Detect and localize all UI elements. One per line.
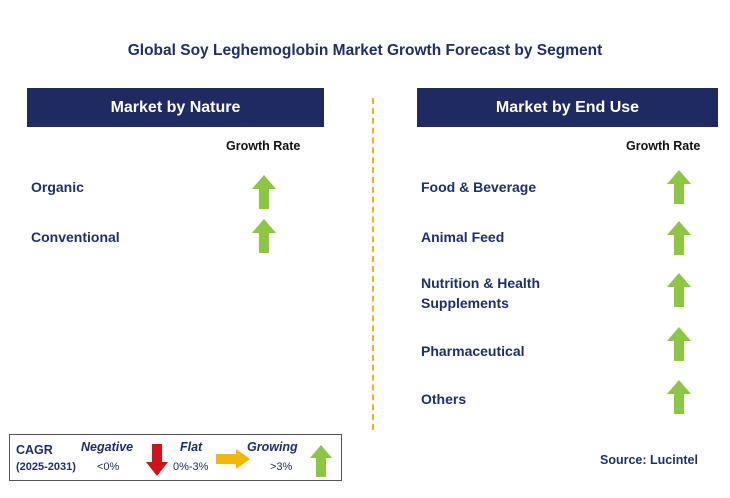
up-arrow-icon <box>667 327 691 361</box>
end-use-panel-header-label: Market by End Use <box>495 98 640 116</box>
end-use-row-pharmaceutical: Pharmaceutical <box>421 343 525 359</box>
legend-growing-label: Growing <box>247 440 298 454</box>
up-arrow-icon <box>310 445 332 477</box>
end-use-row-nutrition-health-line1: Nutrition & Health <box>421 275 540 291</box>
legend-negative-range: <0% <box>97 461 120 473</box>
source-note: Source: Lucintel <box>600 453 698 467</box>
legend-cagr-label: CAGR <box>16 443 53 457</box>
nature-growth-rate-label: Growth Rate <box>226 139 301 153</box>
end-use-row-others: Others <box>421 391 467 407</box>
down-arrow-icon <box>146 444 168 476</box>
up-arrow-icon <box>667 273 691 307</box>
end-use-row-food-beverage: Food & Beverage <box>421 179 537 195</box>
up-arrow-icon <box>667 221 691 255</box>
legend-growing-range: >3% <box>270 461 293 473</box>
nature-row-organic: Organic <box>31 179 84 195</box>
up-arrow-icon <box>252 219 276 253</box>
end-use-row-nutrition-health-line2: Supplements <box>421 295 509 311</box>
page-title: Global Soy Leghemoglobin Market Growth F… <box>127 42 603 59</box>
up-arrow-icon <box>667 380 691 414</box>
cagr-legend: CAGR (2025-2031) Negative <0% Flat 0%-3%… <box>9 434 342 481</box>
legend-flat-label: Flat <box>180 440 203 454</box>
nature-panel-header: Market by Nature <box>27 88 324 127</box>
up-arrow-icon <box>252 175 276 209</box>
legend-flat-range: 0%-3% <box>173 461 209 473</box>
up-arrow-icon <box>667 170 691 204</box>
legend-negative-label: Negative <box>81 440 134 454</box>
panel-divider <box>372 98 374 430</box>
end-use-row-nutrition-health: Nutrition & Health Supplements <box>421 273 540 313</box>
legend-period-label: (2025-2031) <box>16 461 76 473</box>
end-use-panel-header: Market by End Use <box>417 88 718 127</box>
right-arrow-icon <box>216 449 250 469</box>
nature-panel-header-label: Market by Nature <box>110 98 241 116</box>
end-use-row-animal-feed: Animal Feed <box>421 229 505 245</box>
nature-row-conventional: Conventional <box>31 229 120 245</box>
end-use-growth-rate-label: Growth Rate <box>626 139 701 153</box>
